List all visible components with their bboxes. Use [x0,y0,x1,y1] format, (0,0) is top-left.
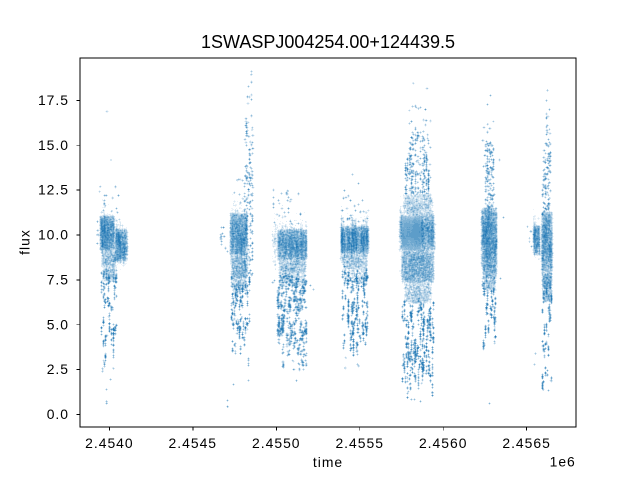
svg-text:2.4555: 2.4555 [335,435,384,451]
svg-text:1SWASPJ004254.00+124439.5: 1SWASPJ004254.00+124439.5 [201,32,455,52]
svg-text:2.4560: 2.4560 [419,435,468,451]
svg-text:0.0: 0.0 [47,406,69,422]
svg-text:2.4540: 2.4540 [85,435,134,451]
svg-text:17.5: 17.5 [38,92,69,108]
svg-text:7.5: 7.5 [47,271,69,287]
svg-text:10.0: 10.0 [38,227,69,243]
svg-text:2.4545: 2.4545 [169,435,218,451]
svg-text:flux: flux [17,229,33,255]
svg-text:time: time [313,454,343,470]
svg-text:2.4550: 2.4550 [252,435,301,451]
svg-text:2.4565: 2.4565 [502,435,551,451]
svg-text:12.5: 12.5 [38,182,69,198]
svg-text:2.5: 2.5 [47,361,69,377]
svg-text:15.0: 15.0 [38,137,69,153]
svg-text:1e6: 1e6 [550,453,576,469]
svg-text:5.0: 5.0 [47,316,69,332]
